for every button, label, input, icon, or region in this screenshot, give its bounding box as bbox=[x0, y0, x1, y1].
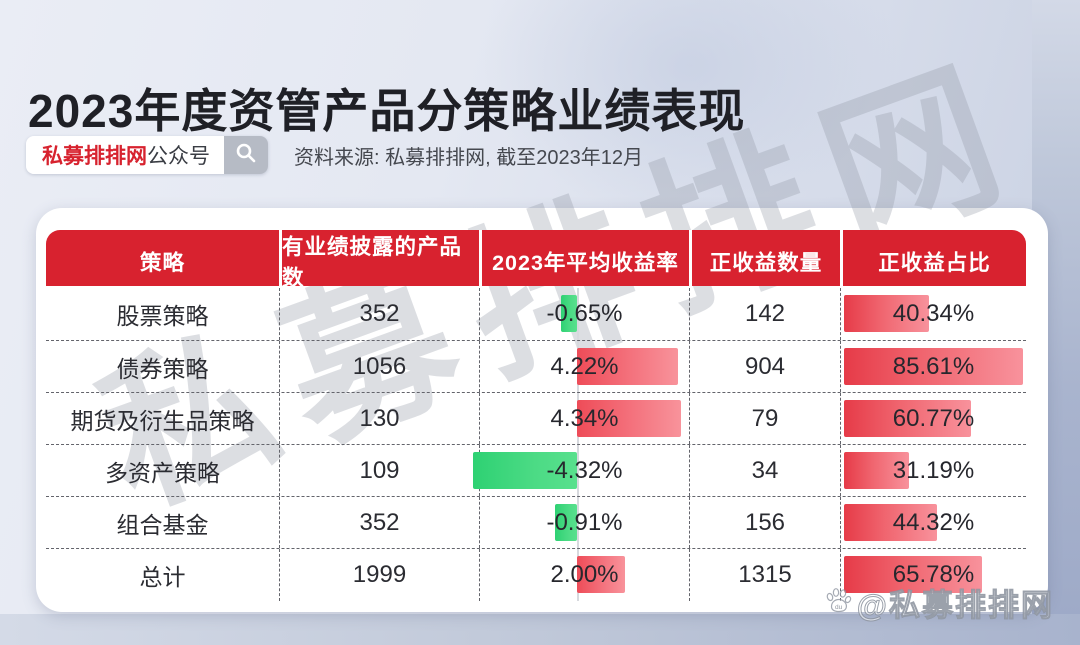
positive-ratio-bar bbox=[844, 348, 1024, 386]
strategy-cell: 多资产策略 bbox=[105, 459, 220, 486]
avg-return-value: -0.65% bbox=[546, 300, 623, 328]
magnifier-icon bbox=[234, 141, 258, 170]
positive-ratio-cell: 40.34% bbox=[840, 288, 1026, 341]
table-body: 股票策略 352 -0.65% 142 40.34% 债券策略 1056 4.2… bbox=[46, 288, 1026, 601]
page-title: 2023年度资管产品分策略业绩表现 bbox=[28, 84, 746, 137]
positive-ratio-cell: 31.19% bbox=[840, 445, 1026, 497]
positive-ratio-value: 65.78% bbox=[892, 561, 975, 589]
positive-count-cell: 79 bbox=[689, 393, 840, 445]
strategy-cell: 股票策略 bbox=[116, 303, 209, 330]
positive-ratio-value: 31.19% bbox=[892, 456, 975, 484]
avg-return-cell: 4.22% bbox=[479, 341, 689, 393]
avg-return-bar bbox=[576, 556, 625, 594]
avg-return-bar bbox=[576, 348, 679, 386]
avg-return-bar bbox=[472, 452, 577, 490]
positive-count-cell: 34 bbox=[689, 445, 840, 497]
strategy-cell: 总计 bbox=[139, 564, 186, 591]
products-count-cell: 352 bbox=[279, 288, 479, 341]
positive-ratio-value: 44.32% bbox=[892, 508, 975, 536]
positive-ratio-cell: 44.32% bbox=[840, 497, 1026, 549]
table-row: 债券策略 1056 4.22% 904 85.61% bbox=[46, 340, 1026, 393]
positive-count-cell: 142 bbox=[689, 288, 840, 341]
positive-ratio-bar bbox=[844, 452, 910, 490]
avg-return-value: 4.34% bbox=[550, 404, 619, 432]
background-bottom-band bbox=[0, 614, 1080, 645]
table-row: 期货及衍生品策略 130 4.34% 79 60.77% bbox=[46, 392, 1026, 445]
strategy-cell: 期货及衍生品策略 bbox=[70, 407, 255, 434]
products-count-cell: 352 bbox=[279, 497, 479, 549]
positive-ratio-value: 40.34% bbox=[892, 300, 975, 328]
products-count-cell: 1999 bbox=[279, 549, 479, 601]
brand-suffix-label: 公众号 bbox=[147, 145, 210, 168]
table-row: 组合基金 352 -0.91% 156 44.32% bbox=[46, 496, 1026, 549]
search-button[interactable] bbox=[224, 136, 268, 174]
positive-ratio-cell: 65.78% bbox=[840, 549, 1026, 601]
products-count-cell: 109 bbox=[279, 445, 479, 497]
strategy-performance-table: 策略 有业绩披露的产品数 2023年平均收益率 正收益数量 正收益占比 股票策略… bbox=[46, 230, 1026, 601]
positive-ratio-cell: 60.77% bbox=[840, 393, 1026, 445]
positive-count-cell: 1315 bbox=[689, 549, 840, 601]
positive-ratio-bar bbox=[844, 295, 929, 332]
positive-ratio-value: 85.61% bbox=[892, 352, 975, 380]
positive-ratio-value: 60.77% bbox=[892, 404, 975, 432]
avg-return-value: 4.22% bbox=[550, 352, 619, 380]
avg-return-bar bbox=[576, 400, 682, 438]
data-source-label: 资料来源: 私募排排网, 截至2023年12月 bbox=[294, 146, 643, 169]
strategy-cell: 债券策略 bbox=[116, 355, 209, 382]
avg-return-cell: -0.65% bbox=[479, 288, 689, 341]
products-count-cell: 130 bbox=[279, 393, 479, 445]
avg-return-value: -0.91% bbox=[546, 508, 623, 536]
avg-return-cell: 4.34% bbox=[479, 393, 689, 445]
positive-ratio-bar bbox=[844, 504, 937, 542]
background-glow bbox=[480, 0, 900, 220]
positive-count-cell: 156 bbox=[689, 497, 840, 549]
positive-ratio-cell: 85.61% bbox=[840, 341, 1026, 393]
avg-return-cell: 2.00% bbox=[479, 549, 689, 601]
table-row: 股票策略 352 -0.65% 142 40.34% bbox=[46, 288, 1026, 341]
column-header-strategy: 策略 bbox=[139, 250, 185, 275]
positive-count-cell: 904 bbox=[689, 341, 840, 393]
table-header-row: 策略 有业绩披露的产品数 2023年平均收益率 正收益数量 正收益占比 bbox=[46, 230, 1026, 292]
brand-search-box[interactable]: 私募排排网 公众号 bbox=[26, 136, 268, 174]
avg-return-value: 2.00% bbox=[550, 561, 619, 589]
avg-return-cell: -4.32% bbox=[472, 445, 689, 497]
avg-return-bar bbox=[560, 295, 577, 332]
positive-ratio-bar bbox=[844, 556, 982, 594]
positive-ratio-bar bbox=[844, 400, 972, 438]
products-count-cell: 1056 bbox=[279, 341, 479, 393]
avg-return-cell: -0.91% bbox=[479, 497, 689, 549]
avg-return-value: -4.32% bbox=[546, 456, 623, 484]
column-header-positive-count: 正收益数量 bbox=[689, 230, 840, 292]
column-header-positive-ratio: 正收益占比 bbox=[840, 230, 1026, 292]
avg-return-bar bbox=[554, 504, 577, 542]
brand-search-field: 私募排排网 公众号 bbox=[26, 136, 224, 174]
brand-name-label: 私募排排网 bbox=[42, 145, 147, 168]
column-header-avg-return: 2023年平均收益率 bbox=[479, 230, 689, 292]
table-row: 总计 1999 2.00% 1315 65.78% bbox=[46, 548, 1026, 601]
header-badge-row: 私募排排网 公众号 资料来源: 私募排排网, 截至2023年12月 bbox=[26, 136, 643, 174]
strategy-cell: 组合基金 bbox=[116, 511, 209, 538]
column-header-products: 有业绩披露的产品数 bbox=[279, 230, 479, 292]
table-row: 多资产策略 109 -4.32% 34 31.19% bbox=[46, 444, 1026, 497]
